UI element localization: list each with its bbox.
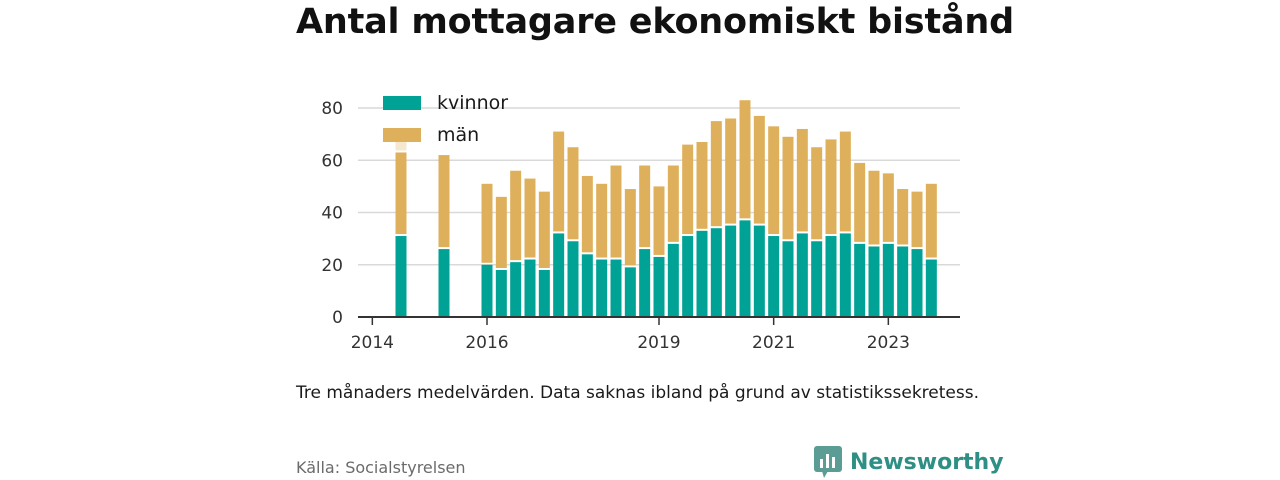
bar-kvinnor bbox=[395, 236, 407, 317]
legend-swatch-kvinnor bbox=[383, 96, 421, 110]
bar-man bbox=[495, 196, 507, 268]
bar-man bbox=[911, 191, 923, 248]
bar-kvinnor bbox=[839, 233, 851, 317]
bar-man bbox=[897, 189, 909, 245]
bar-man bbox=[581, 175, 593, 253]
newsworthy-logo[interactable]: Newsworthy bbox=[814, 446, 1004, 478]
x-tick-label: 2021 bbox=[752, 333, 795, 353]
bar-kvinnor bbox=[438, 249, 450, 317]
bar-man bbox=[639, 165, 651, 248]
bar-kvinnor bbox=[854, 243, 866, 317]
bar-kvinnor bbox=[553, 233, 565, 317]
bar-man bbox=[796, 128, 808, 232]
bar-man bbox=[696, 142, 708, 229]
bar-man bbox=[510, 170, 522, 261]
bar-kvinnor bbox=[897, 246, 909, 317]
legend-label: kvinnor bbox=[437, 92, 508, 114]
bar-man bbox=[524, 178, 536, 258]
bar-kvinnor bbox=[725, 225, 737, 317]
bar-kvinnor bbox=[925, 259, 937, 317]
bar-man bbox=[538, 191, 550, 268]
bar-kvinnor bbox=[825, 236, 837, 317]
y-tick-label: 0 bbox=[332, 308, 343, 328]
bar-kvinnor bbox=[753, 225, 765, 317]
bar-man bbox=[882, 173, 894, 242]
bar-kvinnor bbox=[882, 243, 894, 317]
bar-man bbox=[596, 183, 608, 258]
bar-kvinnor bbox=[768, 236, 780, 317]
bar-man bbox=[725, 118, 737, 224]
bar-faded-segment bbox=[395, 139, 407, 151]
bar-kvinnor bbox=[911, 249, 923, 317]
bar-kvinnor bbox=[739, 220, 751, 317]
bar-kvinnor bbox=[524, 259, 536, 317]
bar-kvinnor bbox=[710, 228, 722, 317]
bar-kvinnor bbox=[811, 241, 823, 317]
bar-man bbox=[624, 189, 636, 266]
bar-man bbox=[610, 165, 622, 258]
bar-kvinnor bbox=[696, 230, 708, 317]
bar-man bbox=[753, 115, 765, 224]
bar-man bbox=[438, 155, 450, 248]
y-tick-label: 20 bbox=[321, 256, 343, 276]
bar-man bbox=[481, 183, 493, 263]
bar-kvinnor bbox=[610, 259, 622, 317]
bar-man bbox=[395, 152, 407, 235]
bar-man bbox=[682, 144, 694, 235]
bars bbox=[395, 100, 937, 317]
legend: kvinnor män bbox=[383, 92, 508, 146]
bar-kvinnor bbox=[581, 254, 593, 317]
y-tick-label: 80 bbox=[321, 99, 343, 119]
brand-name: Newsworthy bbox=[850, 449, 1004, 475]
bar-kvinnor bbox=[481, 264, 493, 317]
bar-man bbox=[854, 162, 866, 242]
bar-man bbox=[710, 121, 722, 227]
bar-man bbox=[768, 126, 780, 235]
bar-man bbox=[567, 147, 579, 240]
bar-kvinnor bbox=[653, 256, 665, 317]
bar-kvinnor bbox=[796, 233, 808, 317]
x-tick-label: 2019 bbox=[637, 333, 680, 353]
legend-label: män bbox=[437, 124, 479, 146]
bar-kvinnor bbox=[596, 259, 608, 317]
bar-man bbox=[782, 136, 794, 240]
bar-kvinnor bbox=[567, 241, 579, 317]
chart-bubble-icon bbox=[814, 446, 842, 478]
bar-kvinnor bbox=[510, 262, 522, 317]
bar-man bbox=[739, 100, 751, 219]
bar-kvinnor bbox=[868, 246, 880, 317]
bar-man bbox=[811, 147, 823, 240]
bar-kvinnor bbox=[667, 243, 679, 317]
x-tick-label: 2014 bbox=[351, 333, 394, 353]
bar-kvinnor bbox=[538, 269, 550, 317]
bar-kvinnor bbox=[639, 249, 651, 317]
bar-man bbox=[825, 139, 837, 235]
bar-man bbox=[667, 165, 679, 242]
y-tick-label: 40 bbox=[321, 204, 343, 224]
y-tick-label: 60 bbox=[321, 151, 343, 171]
bar-kvinnor bbox=[624, 267, 636, 317]
bar-man bbox=[653, 186, 665, 255]
source-text: Källa: Socialstyrelsen bbox=[296, 458, 466, 477]
bar-man bbox=[868, 170, 880, 245]
legend-swatch-man bbox=[383, 128, 421, 142]
x-tick-label: 2016 bbox=[465, 333, 508, 353]
bar-kvinnor bbox=[682, 236, 694, 317]
x-tick-label: 2023 bbox=[867, 333, 910, 353]
chart-title: Antal mottagare ekonomiskt bistånd bbox=[296, 2, 1014, 42]
bar-man bbox=[925, 183, 937, 258]
chart-caption: Tre månaders medelvärden. Data saknas ib… bbox=[296, 383, 979, 403]
bar-man bbox=[553, 131, 565, 232]
bar-kvinnor bbox=[495, 269, 507, 317]
bar-man bbox=[839, 131, 851, 232]
bar-kvinnor bbox=[782, 241, 794, 317]
axes: 0 20 40 60 80 2014 2016 2019 2021 2023 bbox=[321, 99, 960, 353]
